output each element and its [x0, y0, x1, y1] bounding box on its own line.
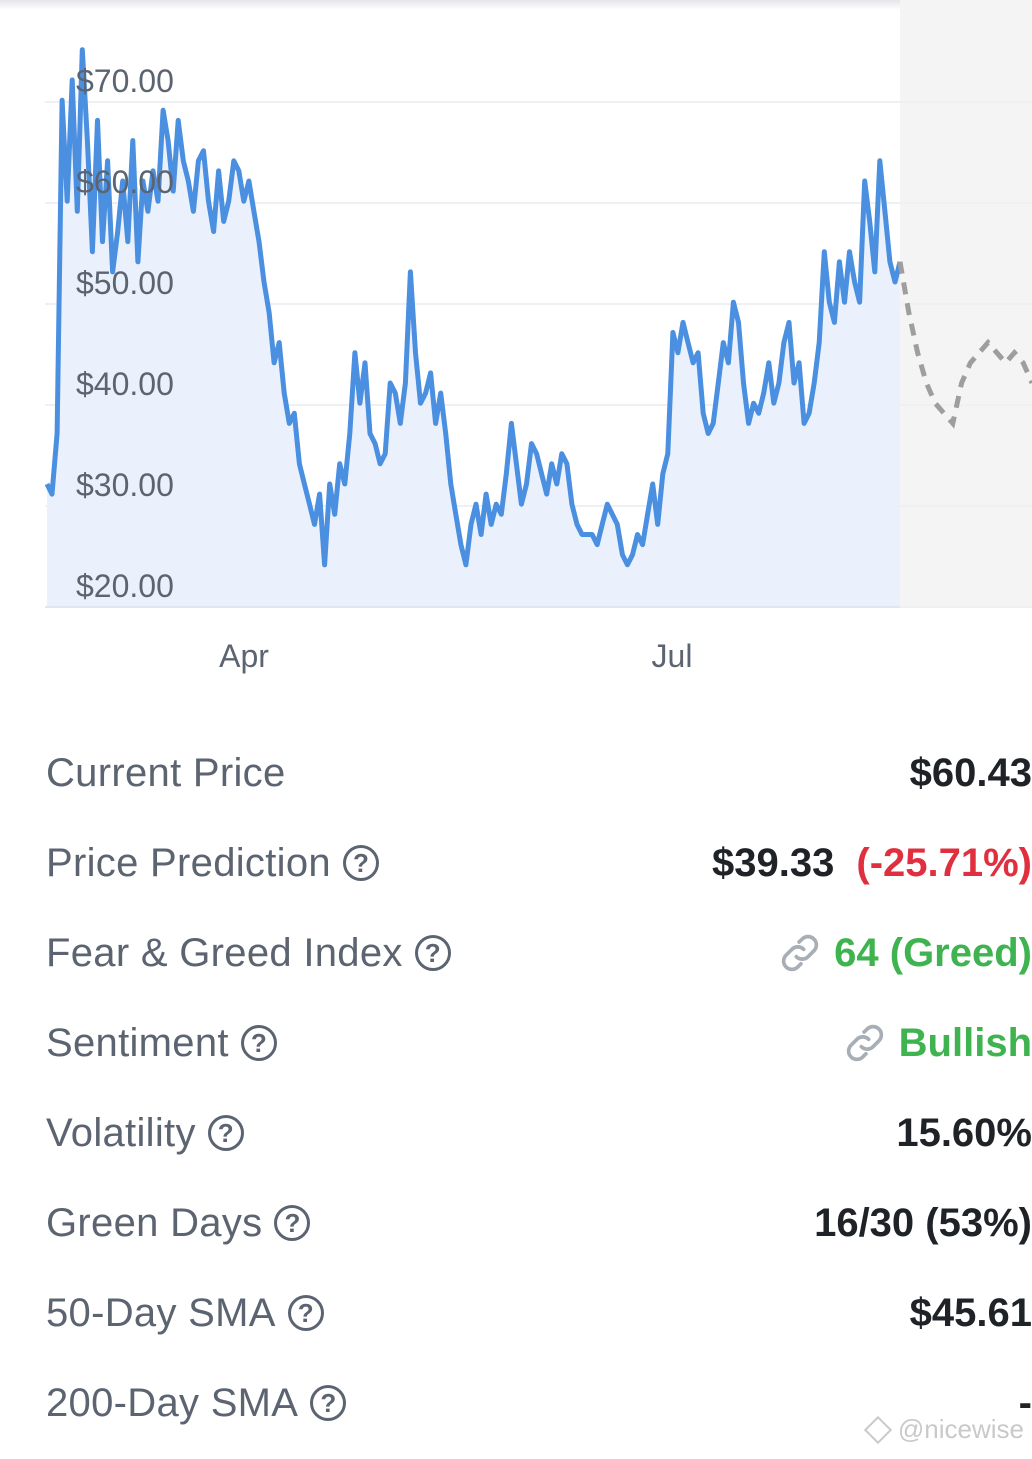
price-line [44, 47, 903, 568]
stat-row: Volatility? 15.60% [0, 1088, 1032, 1178]
stat-value: 15.60% [896, 1110, 1032, 1155]
y-tick-label: $50.00 [76, 265, 174, 301]
stat-value: $45.61 [909, 1290, 1032, 1335]
stat-label-wrap: Green Days? [0, 1200, 311, 1246]
stat-value-wrap: - [1019, 1381, 1032, 1426]
stat-label: 200-Day SMA [46, 1380, 299, 1425]
y-tick-label: $20.00 [76, 568, 174, 604]
stat-row: Fear & Greed Index? 64 (Greed) [0, 908, 1032, 998]
stat-row: Green Days? 16/30 (53%) [0, 1178, 1032, 1268]
stat-label: Price Prediction [46, 840, 331, 885]
watermark-logo-icon [863, 1415, 893, 1444]
stat-label-wrap: Current Price [0, 751, 286, 796]
stat-label-wrap: 200-Day SMA? [0, 1380, 347, 1426]
stat-value: 16/30 (53%) [814, 1200, 1032, 1245]
stat-row: 50-Day SMA? $45.61 [0, 1268, 1032, 1358]
stat-value-wrap: $39.33 (-25.71%) [712, 841, 1032, 886]
watermark: @nicewise [863, 1414, 1024, 1445]
stat-value-wrap: 64 (Greed) [778, 931, 1032, 976]
stat-label: Volatility [46, 1110, 196, 1155]
watermark-text: @nicewise [897, 1414, 1024, 1444]
question-circle-icon[interactable]: ? [342, 845, 379, 881]
stat-value-wrap: $45.61 [910, 1291, 1032, 1336]
stat-value: Bullish [898, 1020, 1032, 1065]
x-tick-label: Apr [219, 638, 269, 674]
stat-value-wrap: Bullish [843, 1021, 1032, 1066]
y-tick-label: $60.00 [76, 164, 174, 200]
stat-label: Green Days [46, 1200, 263, 1245]
stat-value: $39.33 [712, 840, 835, 885]
stat-label: Sentiment [46, 1020, 229, 1065]
top-shadow [0, 0, 1032, 10]
stat-label-wrap: Price Prediction? [0, 841, 379, 886]
question-circle-icon[interactable]: ? [274, 1205, 311, 1241]
stat-value: 64 (Greed) [834, 930, 1032, 975]
price-chart: $70.00 $60.00 $50.00 $40.00 $30.00 $20.00 Apr J… [44, 0, 1032, 674]
stat-row: Current Price $60.43 [0, 728, 1032, 818]
question-circle-icon[interactable]: ? [240, 1025, 277, 1061]
stat-label-wrap: Fear & Greed Index? [0, 931, 451, 976]
stat-row: Price Prediction? $39.33 (-25.71%) [0, 818, 1032, 908]
y-tick-label: $70.00 [76, 63, 174, 99]
stat-label: Current Price [46, 750, 286, 795]
question-circle-icon[interactable]: ? [207, 1115, 244, 1151]
stat-label-wrap: 50-Day SMA? [0, 1291, 324, 1336]
question-circle-icon[interactable]: ? [287, 1295, 324, 1331]
stat-label: 50-Day SMA [46, 1290, 276, 1335]
stat-row: 200-Day SMA? - [0, 1358, 1032, 1448]
stat-value-wrap: 16/30 (53%) [814, 1201, 1032, 1246]
y-tick-label: $40.00 [76, 366, 174, 402]
stat-label-wrap: Sentiment? [0, 1021, 277, 1066]
question-circle-icon[interactable]: ? [310, 1385, 347, 1421]
stat-change-percent: (-25.71%) [856, 840, 1032, 885]
forecast-line [897, 261, 1032, 429]
stat-value-wrap: 15.60% [896, 1111, 1032, 1156]
stat-row: Sentiment? Bullish [0, 998, 1032, 1088]
x-tick-label: Jul [652, 638, 693, 674]
question-circle-icon[interactable]: ? [414, 935, 451, 971]
stat-value: - [1018, 1380, 1032, 1425]
stat-value: $60.43 [909, 750, 1032, 795]
y-tick-label: $30.00 [76, 467, 174, 503]
link-icon[interactable] [843, 1021, 887, 1065]
price-area-fill [47, 49, 900, 607]
stat-label-wrap: Volatility? [0, 1111, 244, 1156]
stat-value-wrap: $60.43 [910, 751, 1032, 796]
link-icon[interactable] [778, 931, 822, 975]
stat-label: Fear & Greed Index [46, 930, 403, 975]
